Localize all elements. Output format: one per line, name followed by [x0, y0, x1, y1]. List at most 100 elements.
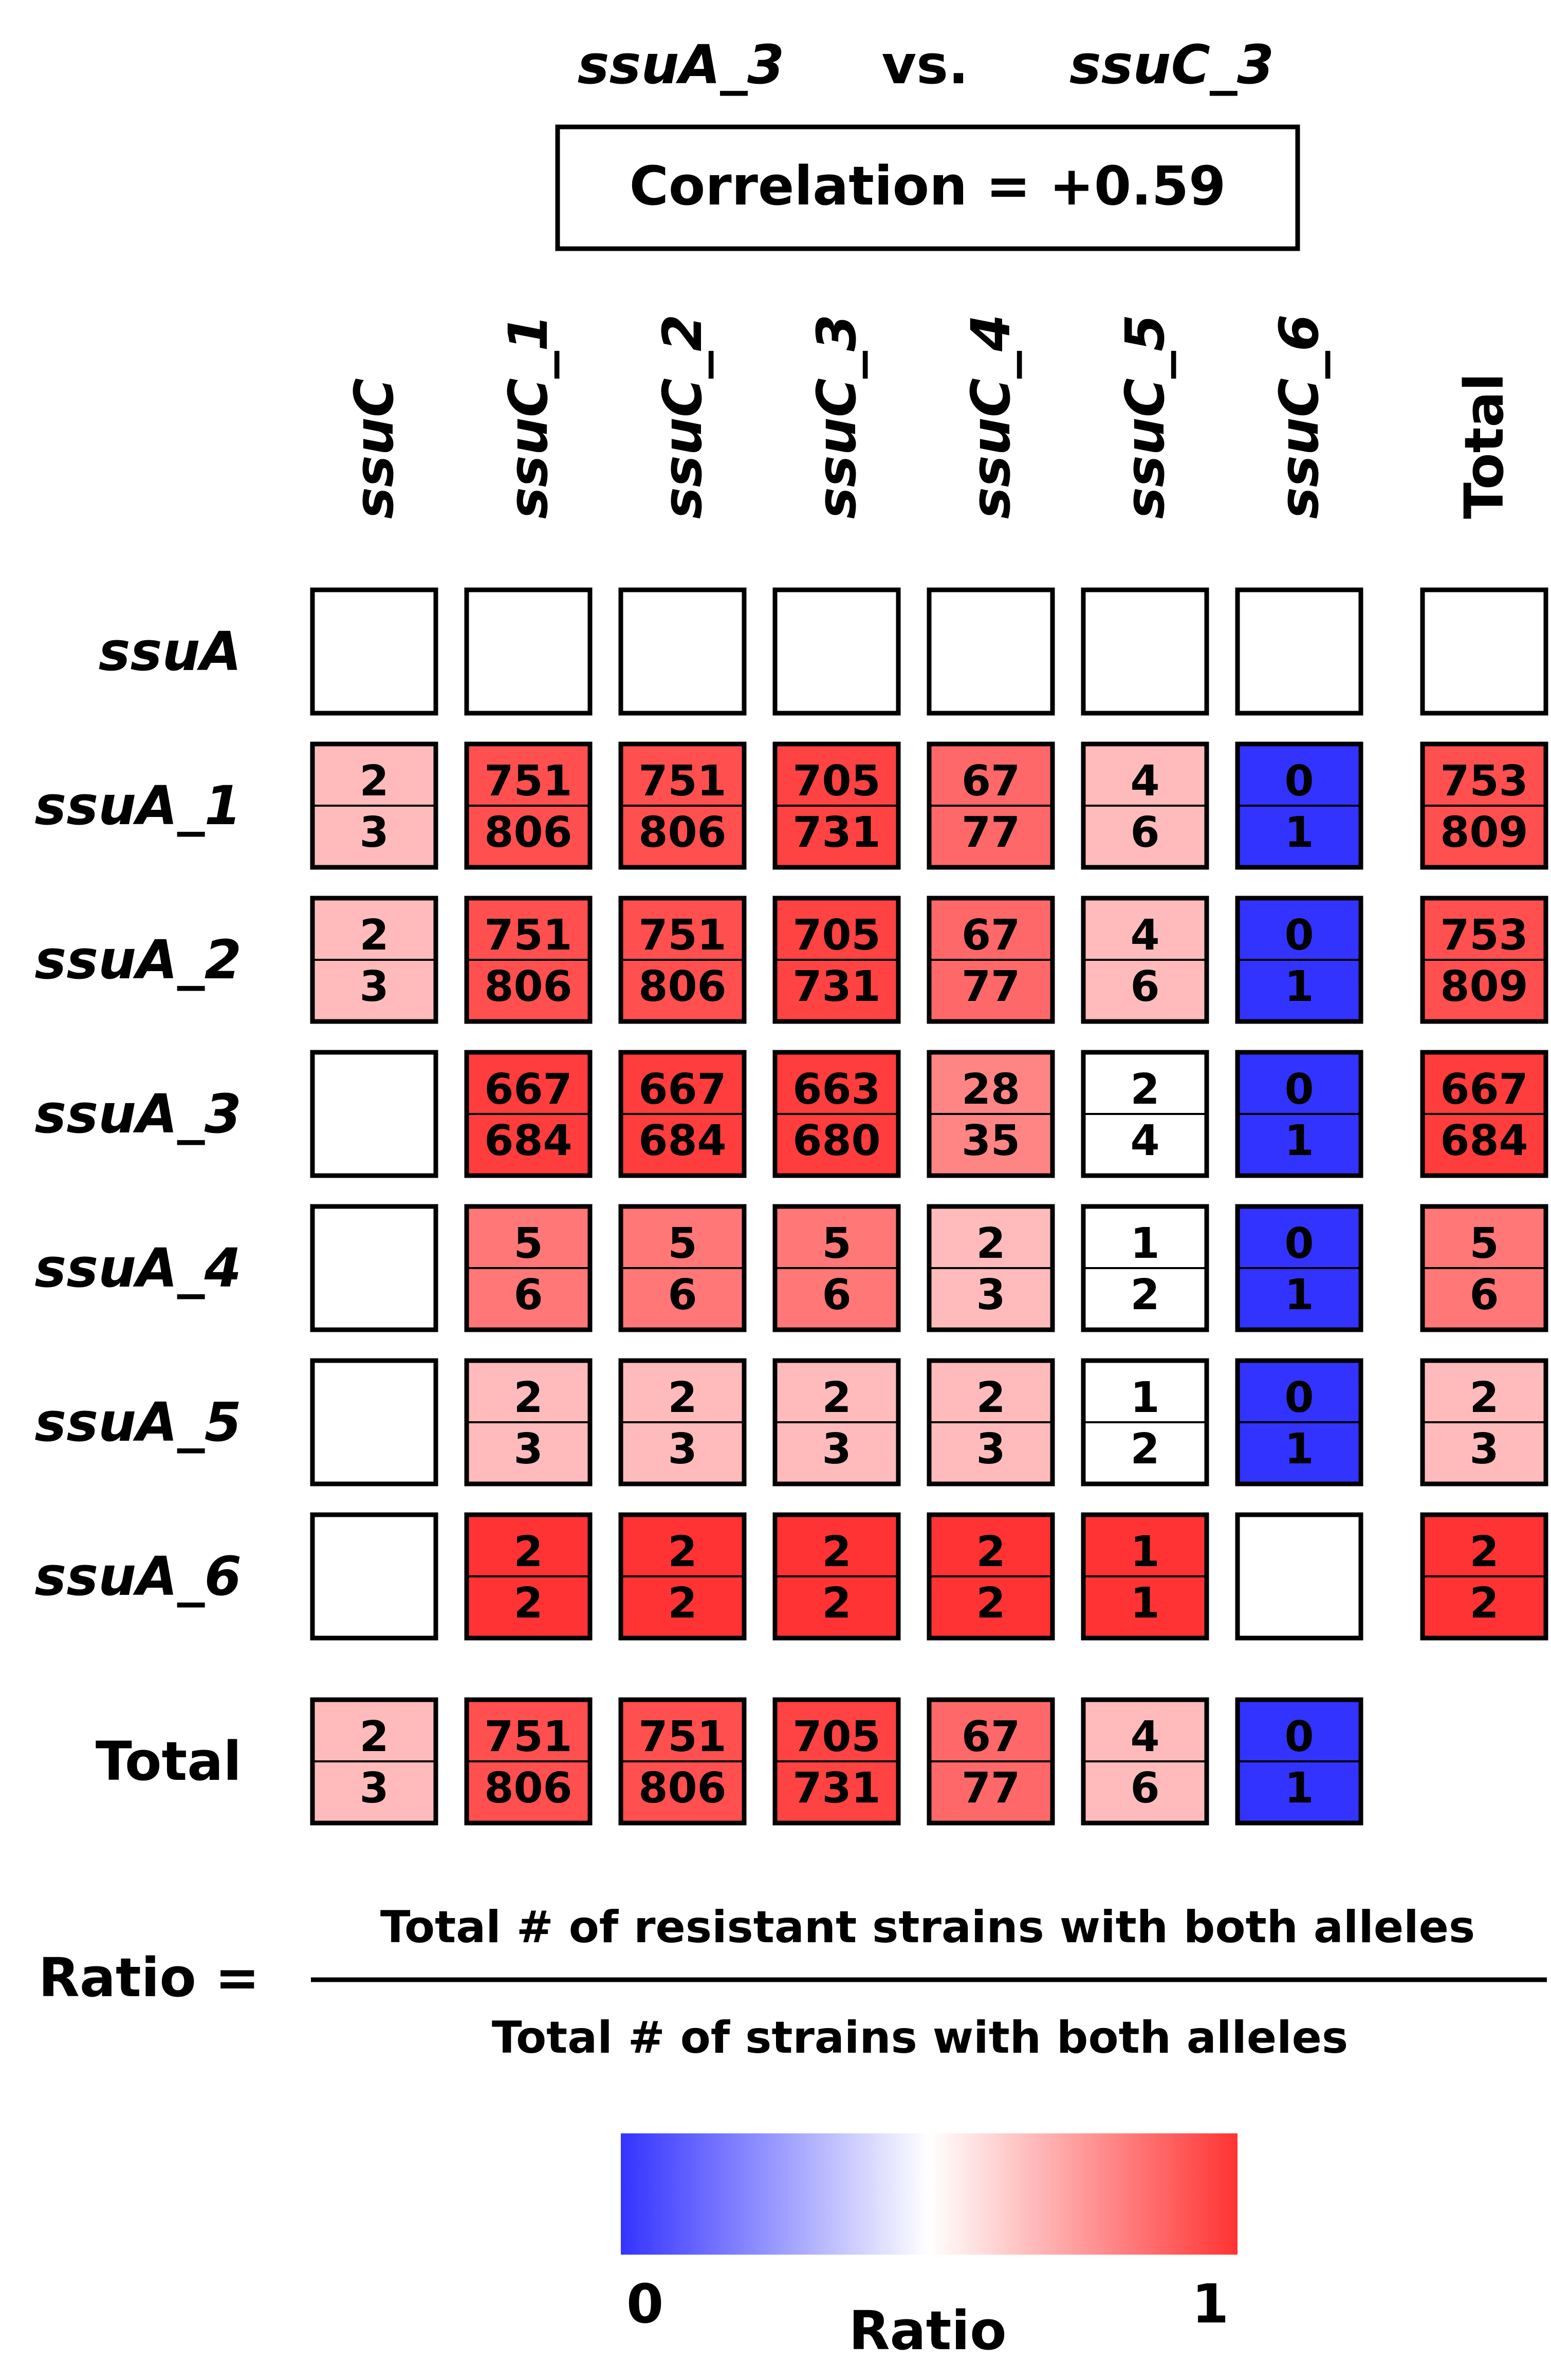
cell-numerator: 705 [792, 1713, 880, 1761]
cell-ssua-total [1420, 587, 1548, 716]
cell-denominator: 1 [1284, 1425, 1314, 1474]
cell-denominator: 806 [638, 1764, 726, 1813]
cell-rect [1420, 587, 1548, 716]
cell-numerator: 2 [1130, 1065, 1159, 1114]
cell-numerator: 0 [1284, 1373, 1314, 1422]
row-labels: ssuA ssuA_1 ssuA_2 ssuA_3 ssuA_4 ssuA_5 ssuA_6… [34, 620, 242, 1793]
cell-denominator: 6 [1469, 1271, 1499, 1319]
cell-denominator: 3 [359, 808, 389, 857]
column-label-ssuc-2: ssuC_2 [651, 314, 714, 519]
cell-ssua-4-ssuc [310, 1204, 438, 1332]
cell-total-ssuc-5: 46 [1081, 1697, 1209, 1826]
cell-ssua-4-ssuc-1: 56 [464, 1204, 593, 1332]
cell-ssua-5-ssuc-1: 23 [464, 1358, 593, 1486]
cell-ssua-4-ssuc-6: 01 [1235, 1204, 1363, 1332]
cell-denominator: 6 [668, 1271, 697, 1319]
cell-denominator: 6 [1130, 962, 1159, 1011]
cell-numerator: 1 [1130, 1219, 1159, 1268]
row-label-ssua: ssuA [99, 620, 242, 683]
cell-ssua-6-ssuc-6 [1235, 1512, 1363, 1641]
cell-numerator: 5 [822, 1219, 851, 1268]
cell-numerator: 0 [1284, 1713, 1314, 1761]
cell-denominator: 77 [962, 808, 1020, 857]
cell-ssua-3-ssuc-5: 24 [1081, 1050, 1209, 1178]
cell-ssua-6-total: 22 [1420, 1512, 1548, 1641]
cell-denominator: 2 [1130, 1271, 1159, 1319]
cell-rect [1235, 587, 1363, 716]
cell-total-ssuc-6: 01 [1235, 1697, 1363, 1826]
cell-rect [310, 587, 438, 716]
cell-ssua-3-ssuc [310, 1050, 438, 1178]
cell-ssua-5-ssuc-6: 01 [1235, 1358, 1363, 1486]
cell-denominator: 1 [1284, 962, 1314, 1011]
cell-numerator: 4 [1130, 1713, 1159, 1761]
cell-ssua-ssuc-5 [1081, 587, 1209, 716]
cell-rect [927, 587, 1055, 716]
cell-denominator: 684 [638, 1117, 726, 1165]
cell-rect [310, 1050, 438, 1178]
vs-label: vs. [881, 33, 968, 96]
cell-numerator: 0 [1284, 911, 1314, 960]
cell-ssua-2-ssuc-5: 46 [1081, 896, 1209, 1024]
cell-numerator: 1 [1130, 1528, 1159, 1576]
cell-numerator: 2 [976, 1373, 1005, 1422]
cell-denominator: 806 [638, 962, 726, 1011]
column-labels: ssuC ssuC_1 ssuC_2 ssuC_3 ssuC_4 ssuC_5 ssuC_6… [343, 314, 1516, 519]
gene-b-label: ssuC_3 [1069, 33, 1275, 96]
cell-denominator: 1 [1284, 1271, 1314, 1319]
colorbar-title: Ratio [848, 2299, 1006, 2362]
cell-ssua-ssuc-2 [618, 587, 747, 716]
cell-ssua-2-ssuc: 23 [310, 896, 438, 1024]
cell-denominator: 3 [359, 962, 389, 1011]
cell-ssua-5-ssuc-3: 23 [772, 1358, 901, 1486]
cell-denominator: 680 [792, 1117, 880, 1165]
cell-ssua-6-ssuc-4: 22 [927, 1512, 1055, 1641]
formula-denominator: Total # of strains with both alleles [492, 2012, 1348, 2063]
cell-numerator: 751 [484, 911, 572, 960]
cell-ssua-4-total: 56 [1420, 1204, 1548, 1332]
row-label-ssua-2: ssuA_2 [34, 928, 242, 991]
cell-ssua-ssuc-1 [464, 587, 593, 716]
cell-numerator: 2 [822, 1373, 851, 1422]
cell-numerator: 753 [1440, 757, 1528, 806]
cell-ssua-6-ssuc-1: 22 [464, 1512, 593, 1641]
cell-numerator: 0 [1284, 1219, 1314, 1268]
cell-numerator: 2 [976, 1528, 1005, 1576]
cell-ssua-2-ssuc-6: 01 [1235, 896, 1363, 1024]
cell-ssua-6-ssuc-3: 22 [772, 1512, 901, 1641]
cell-denominator: 1 [1130, 1579, 1159, 1628]
cell-denominator: 1 [1284, 808, 1314, 857]
cell-numerator: 667 [638, 1065, 726, 1114]
cell-numerator: 2 [513, 1528, 543, 1576]
cell-denominator: 3 [976, 1425, 1005, 1474]
cell-ssua-1-ssuc: 23 [310, 741, 438, 870]
cell-rect [772, 587, 901, 716]
cell-numerator: 2 [359, 1713, 389, 1761]
cell-denominator: 1 [1284, 1764, 1314, 1813]
cell-numerator: 67 [962, 757, 1020, 806]
cell-denominator: 731 [792, 962, 880, 1011]
cell-denominator: 6 [822, 1271, 851, 1319]
cell-denominator: 2 [822, 1579, 851, 1628]
cell-total-ssuc: 23 [310, 1697, 438, 1826]
cell-numerator: 751 [638, 1713, 726, 1761]
cell-denominator: 3 [668, 1425, 697, 1474]
cell-numerator: 2 [1469, 1528, 1499, 1576]
cell-numerator: 67 [962, 911, 1020, 960]
cell-numerator: 2 [359, 757, 389, 806]
cell-ssua-5-total: 23 [1420, 1358, 1548, 1486]
cell-numerator: 667 [1440, 1065, 1528, 1114]
row-label-ssua-6: ssuA_6 [34, 1545, 242, 1608]
cell-ssua-3-ssuc-6: 01 [1235, 1050, 1363, 1178]
